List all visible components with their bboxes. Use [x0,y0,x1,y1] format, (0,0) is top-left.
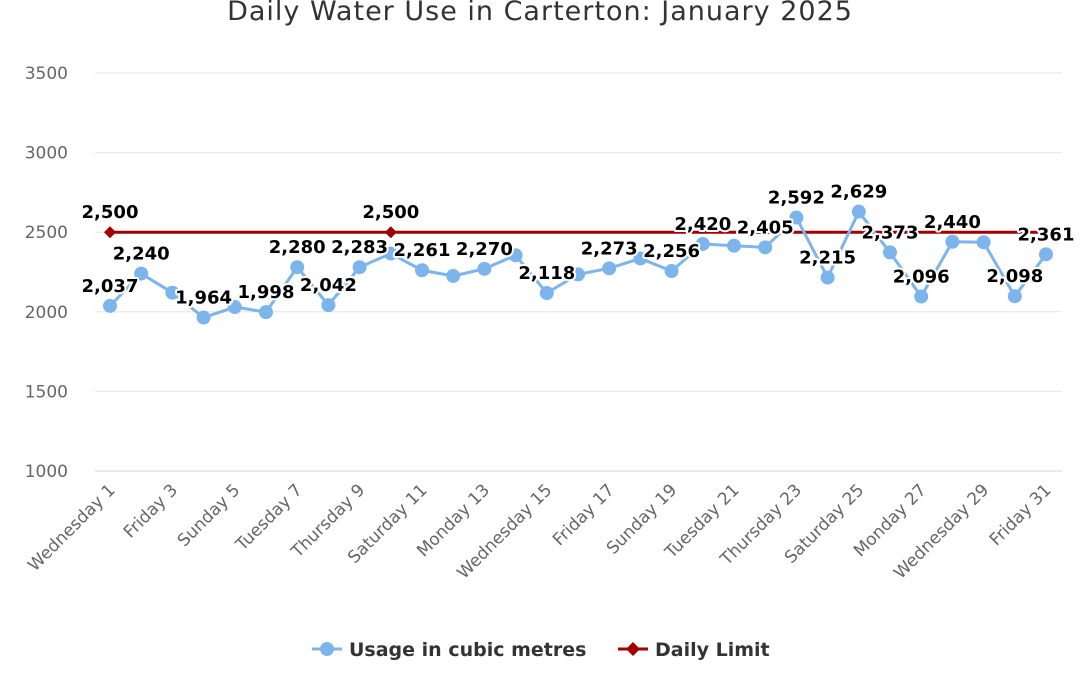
daily-limit-data-label: 2,500 [82,202,139,223]
usage-point [758,240,773,255]
usage-data-label: 2,240 [113,244,170,265]
usage-point [789,210,804,225]
usage-point [196,310,211,325]
usage-data-label: 2,042 [300,275,357,296]
usage-data-label: 2,273 [581,238,638,259]
usage-point [477,261,492,276]
data-labels: 2,037 2,240 1,964 1,998 2,280 2,042 2,283 2,261… [80,180,1077,311]
usage-point [1039,247,1053,262]
usage-point [633,251,648,266]
usage-data-label: 2,270 [456,239,513,260]
usage-point [103,298,117,313]
usage-point [571,267,585,282]
usage-data-label: 2,096 [893,267,950,288]
usage-data-label: 2,405 [737,217,794,238]
usage-data-label: 2,256 [643,241,700,262]
legend-limit-label: Daily Limit [655,639,770,661]
y-tick-label: 3500 [25,64,68,84]
usage-data-label: 2,261 [394,240,451,261]
usage-data-label: 2,037 [82,276,139,297]
usage-point [134,266,149,281]
usage-point [664,264,679,279]
usage-point [539,286,554,301]
usage-point [695,236,710,251]
usage-data-label: 2,361 [1018,224,1075,245]
legend-usage-marker [320,642,334,656]
usage-data-label: 2,280 [269,237,326,258]
usage-data-label: 2,592 [768,188,825,209]
usage-point [227,300,242,315]
usage-point [259,305,273,320]
usage-data-label: 2,098 [986,266,1043,287]
usage-point [165,285,180,300]
y-tick-label: 2000 [25,303,68,323]
usage-point [976,235,991,250]
x-tick-label: Friday 3 [120,480,182,542]
usage-point [883,245,897,260]
usage-point [321,298,336,313]
daily-limit-point [104,226,116,239]
daily-limit-point [384,226,397,239]
usage-point [352,260,367,275]
usage-data-label: 2,283 [331,237,388,258]
usage-point [820,270,835,285]
daily-limit-data-label: 2,500 [362,202,419,223]
usage-data-label: 2,440 [924,212,981,233]
usage-data-label: 2,118 [518,263,575,284]
usage-point [415,263,429,278]
usage-data-label: 1,998 [238,282,295,303]
y-tick-label: 1500 [25,382,68,402]
usage-point [727,238,741,253]
usage-data-label: 2,215 [799,248,856,269]
y-tick-label: 1000 [25,462,68,482]
usage-point [945,234,960,249]
usage-point [851,204,866,219]
usage-point [602,261,617,276]
legend: Usage in cubic metres Daily Limit [312,639,770,661]
y-tick-label: 3000 [25,144,68,164]
usage-point [383,246,398,261]
usage-point [446,268,461,283]
series-layer [103,204,1053,325]
chart-title: Daily Water Use in Carterton: January 20… [227,0,853,27]
usage-point [914,289,929,304]
x-tick-label: Wednesday 1 [24,480,119,575]
usage-point [1007,289,1022,304]
usage-data-label: 2,629 [830,182,887,203]
usage-data-label: 2,373 [862,222,919,243]
usage-data-label: 2,420 [674,214,731,235]
legend-limit-marker [626,642,640,656]
legend-usage-label: Usage in cubic metres [349,639,586,661]
usage-data-label: 1,964 [175,288,232,309]
usage-point [508,248,523,263]
x-tick-label: Friday 31 [986,480,1056,550]
y-axis: 1000 1500 2000 2500 3000 3500 [25,64,68,482]
y-tick-label: 2500 [25,223,68,243]
usage-point [290,260,305,275]
